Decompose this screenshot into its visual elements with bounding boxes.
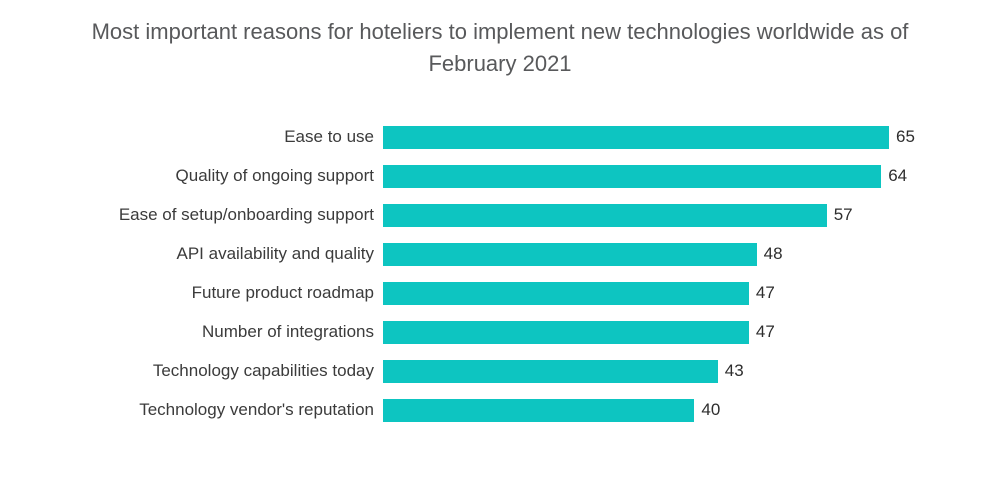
bar-row: Number of integrations 47 — [0, 320, 1000, 344]
value-label: 64 — [888, 166, 908, 186]
category-label: Quality of ongoing support — [175, 166, 374, 186]
category-label: Future product roadmap — [191, 283, 374, 303]
bar — [383, 242, 757, 266]
bar — [383, 164, 882, 188]
value-label: 40 — [701, 400, 721, 420]
category-label: API availability and quality — [176, 244, 374, 264]
value-label: 65 — [896, 127, 915, 147]
value-label: 47 — [755, 322, 775, 342]
value-label: 43 — [724, 361, 744, 381]
bar — [383, 203, 827, 227]
bar-row: Technology capabilities today 43 — [0, 359, 1000, 383]
category-label: Technology capabilities today — [152, 361, 374, 381]
value-label: 57 — [833, 205, 853, 225]
bar-row: Ease to use 65 — [0, 125, 1000, 149]
bar-row: Ease of setup/onboarding support 57 — [0, 203, 1000, 227]
category-label: Ease to use — [284, 127, 374, 147]
bar — [383, 125, 889, 149]
bar-row: Future product roadmap 47 — [0, 281, 1000, 305]
bar — [383, 320, 749, 344]
bar — [383, 398, 695, 422]
chart-title: Most important reasons for hoteliers to … — [91, 19, 909, 76]
category-label: Number of integrations — [202, 322, 374, 342]
category-label: Technology vendor's reputation — [139, 400, 374, 420]
bar-row: Technology vendor's reputation 40 — [0, 398, 1000, 422]
value-label: 47 — [755, 283, 775, 303]
chart-rows: Ease to use 65 Quality of ongoing suppor… — [0, 125, 1000, 422]
bar — [383, 281, 749, 305]
bar-row: API availability and quality 48 — [0, 242, 1000, 266]
bar — [383, 359, 718, 383]
value-label: 48 — [763, 244, 783, 264]
category-label: Ease of setup/onboarding support — [118, 205, 374, 225]
bar-row: Quality of ongoing support 64 — [0, 164, 1000, 188]
